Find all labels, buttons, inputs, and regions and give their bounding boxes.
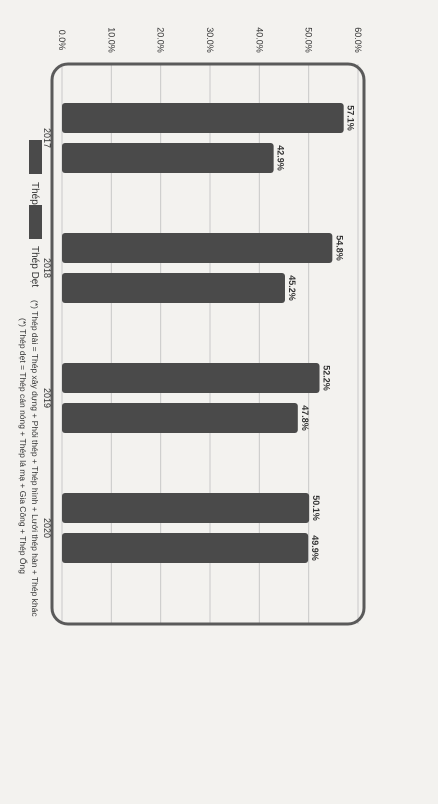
data-label: 45.2% bbox=[287, 275, 297, 301]
y-tick-label: 20.0% bbox=[156, 27, 166, 53]
data-label: 57.1% bbox=[346, 105, 356, 131]
data-label: 47.8% bbox=[300, 405, 310, 431]
bar-flat-steel-2020 bbox=[62, 533, 309, 563]
bar-long-steel-2019 bbox=[62, 363, 320, 393]
data-label: 42.9% bbox=[276, 145, 286, 171]
legend-item-long-steel: Thép Dài bbox=[29, 140, 42, 223]
data-label: 50.1% bbox=[311, 495, 321, 521]
y-tick-label: 10.0% bbox=[106, 27, 116, 53]
footnote-long-steel: (*) Thép dài = Thép xây dựng + Phôi thép… bbox=[30, 300, 40, 617]
data-label: 54.8% bbox=[334, 235, 344, 261]
category-label: 2020 bbox=[42, 518, 52, 538]
bars bbox=[61, 103, 344, 563]
y-tick-label: 50.0% bbox=[304, 27, 314, 53]
legend-item-flat-steel: Thép Dẹt bbox=[29, 205, 42, 287]
bar-flat-steel-2018 bbox=[62, 273, 285, 303]
bar-long-steel-2020 bbox=[62, 493, 310, 523]
legend-swatch-flat-steel bbox=[29, 205, 42, 239]
legend-swatch-long-steel bbox=[29, 140, 42, 174]
y-axis-ticks: 0.0% 10.0% 20.0% 30.0% 40.0% 50.0% 60.0% bbox=[57, 27, 363, 53]
data-labels: 57.1% 42.9% 54.8% 45.2% 52.2% 47.8% 50.1% 49.9% bbox=[276, 105, 356, 561]
category-label: 2019 bbox=[42, 388, 52, 408]
bar-long-steel-2017 bbox=[62, 103, 344, 133]
footnote-flat-steel: (*) Thép dẹt = Thép cán nóng + Thép lá m… bbox=[18, 318, 29, 574]
legend: Thép Dài Thép Dẹt bbox=[29, 140, 42, 287]
category-label: 2017 bbox=[42, 128, 52, 148]
y-tick-label: 0.0% bbox=[57, 30, 67, 51]
y-tick-label: 60.0% bbox=[353, 27, 363, 53]
bar-flat-steel-2019 bbox=[62, 403, 298, 433]
legend-label-long-steel: Thép Dài bbox=[29, 182, 40, 223]
plot-frame bbox=[50, 62, 366, 626]
category-label: 2018 bbox=[42, 258, 52, 278]
y-tick-label: 40.0% bbox=[254, 27, 264, 53]
legend-label-flat-steel: Thép Dẹt bbox=[29, 246, 40, 287]
bar-long-steel-2018 bbox=[61, 233, 333, 263]
y-tick-label: 30.0% bbox=[205, 27, 215, 53]
bar-flat-steel-2017 bbox=[62, 143, 274, 173]
data-label: 49.9% bbox=[310, 535, 320, 561]
data-label: 52.2% bbox=[322, 365, 332, 391]
x-axis-categories: 2017 2018 2019 2020 bbox=[42, 128, 52, 538]
